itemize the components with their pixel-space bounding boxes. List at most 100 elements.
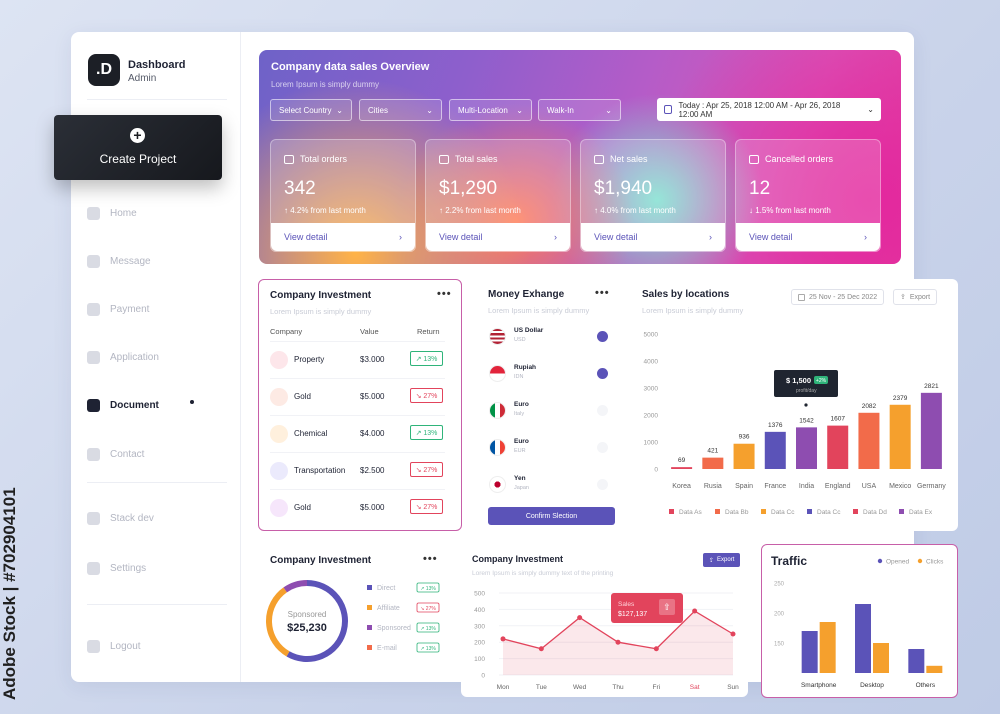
panel-title: Money Exhange — [488, 289, 565, 300]
sidebar-item-contact[interactable]: Contact — [87, 448, 144, 461]
data-point[interactable] — [692, 608, 698, 614]
x-tick-label: France — [764, 483, 786, 490]
bar[interactable] — [855, 604, 871, 673]
cities-dropdown[interactable]: Cities ⌄ — [359, 99, 442, 121]
checked-icon[interactable] — [597, 368, 608, 379]
currency-row[interactable]: Rupiah IDN — [489, 360, 614, 392]
y-tick-label: 200 — [474, 640, 485, 647]
currency-row[interactable]: Euro Italy — [489, 397, 614, 429]
bar[interactable] — [733, 443, 755, 469]
bar[interactable] — [920, 392, 942, 469]
chevron-right-icon: › — [554, 232, 557, 242]
data-point[interactable] — [500, 636, 506, 642]
company-value: $3.000 — [360, 355, 385, 364]
date-range-picker[interactable]: Today : Apr 25, 2018 12:00 AM - Apr 26, … — [657, 98, 881, 121]
sidebar-item-payment[interactable]: Payment — [87, 303, 149, 316]
sidebar-item-home[interactable]: Home — [87, 207, 137, 220]
legend-badge: ↗ 13% — [420, 586, 436, 592]
data-point[interactable] — [730, 631, 736, 637]
more-menu-icon[interactable]: ••• — [437, 288, 452, 300]
data-point[interactable] — [615, 639, 621, 645]
legend-label: E-mail — [377, 645, 397, 652]
date-range-button[interactable]: 25 Nov - 25 Dec 2022 — [791, 289, 885, 305]
y-tick-label: 3000 — [644, 386, 659, 393]
data-point[interactable] — [653, 646, 659, 652]
unchecked-icon[interactable] — [597, 442, 608, 453]
table-row[interactable]: Property $3.000 ↗ 13% — [270, 341, 445, 377]
bar[interactable] — [801, 631, 818, 673]
table-row[interactable]: Gold $5.000 ↘ 27% — [270, 378, 445, 414]
return-badge: ↗ 13% — [410, 351, 443, 366]
date-range-label: Today : Apr 25, 2018 12:00 AM - Apr 26, … — [678, 100, 841, 119]
export-button[interactable]: ⇪ Export — [703, 553, 741, 567]
donut-segment[interactable] — [286, 580, 348, 662]
chart-tooltip: Sales $127,137 ⇧ — [611, 593, 683, 623]
currency-row[interactable]: Euro EUR — [489, 434, 614, 466]
return-badge: ↘ 27% — [410, 499, 443, 514]
x-tick-label: Korea — [672, 483, 691, 490]
bar-value-label: 421 — [707, 448, 718, 455]
bar[interactable] — [819, 622, 836, 673]
bar[interactable] — [908, 649, 925, 673]
currency-row[interactable]: US Dollar USD — [489, 323, 614, 355]
currency-name: US Dollar — [514, 327, 544, 334]
view-detail-link[interactable]: View detail › — [426, 223, 570, 251]
checked-icon[interactable] — [597, 331, 608, 342]
export-button[interactable]: ⇪ Export — [893, 289, 938, 305]
company-investment-panel: Company Investment Lorem Ipsum is simply… — [258, 279, 462, 531]
currency-code: Italy — [514, 411, 525, 417]
stat-change: ↑ 4.0% from last month — [594, 206, 676, 215]
multi-location-dropdown[interactable]: Multi-Location ⌄ — [449, 99, 532, 121]
confirm-selection-button[interactable]: Confirm Slection — [488, 507, 615, 525]
stat-card: Net sales $1,940 ↑ 4.0% from last month … — [580, 139, 726, 252]
bar[interactable] — [873, 643, 889, 673]
legend-label: Sponsored — [377, 625, 411, 632]
data-point[interactable] — [577, 615, 583, 621]
data-point[interactable] — [538, 646, 544, 652]
legend-label: Affiliate — [377, 605, 400, 612]
create-project-button[interactable]: + Create Project — [54, 115, 222, 180]
unchecked-icon[interactable] — [597, 405, 608, 416]
line-chart-panel: Company Investment Lorem Ipsum is simply… — [461, 545, 748, 697]
panel-subtitle: Lorem Ipsum is simply dummy — [642, 306, 744, 315]
legend-label: Data As — [679, 509, 703, 516]
bar[interactable] — [858, 412, 880, 469]
sidebar-item-label: Contact — [110, 449, 145, 460]
donut-segment[interactable] — [266, 587, 290, 657]
y-tick-label: 400 — [474, 607, 485, 614]
export-icon: ⇪ — [709, 557, 715, 564]
donut-segment[interactable] — [283, 580, 308, 593]
sidebar-item-label: Application — [110, 352, 159, 363]
currency-row[interactable]: Yen Japan — [489, 471, 614, 503]
sidebar-item-application[interactable]: Application — [87, 351, 159, 364]
select-country-dropdown[interactable]: Select Country ⌄ — [270, 99, 352, 121]
bar[interactable] — [796, 427, 817, 469]
bar[interactable] — [926, 665, 943, 673]
unchecked-icon[interactable] — [597, 479, 608, 490]
sidebar-item-stack-dev[interactable]: Stack dev — [87, 512, 154, 525]
sidebar-item-document[interactable]: Document — [87, 399, 159, 412]
bar[interactable] — [827, 425, 849, 469]
bar[interactable] — [702, 457, 724, 469]
company-icon — [270, 462, 288, 480]
panel-title: Company Investment — [472, 554, 564, 564]
sidebar-item-message[interactable]: Message — [87, 255, 151, 268]
more-menu-icon[interactable]: ••• — [423, 553, 438, 565]
bar[interactable] — [764, 431, 786, 469]
walk-in-dropdown[interactable]: Walk-In ⌄ — [538, 99, 621, 121]
more-menu-icon[interactable]: ••• — [595, 287, 610, 299]
bar[interactable] — [671, 467, 693, 469]
flag-icon — [489, 476, 506, 493]
sidebar-item-settings[interactable]: Settings — [87, 562, 146, 575]
table-row[interactable]: Transportation $2.500 ↘ 27% — [270, 452, 445, 488]
bar[interactable] — [889, 404, 911, 469]
table-row[interactable]: Gold $5.000 ↘ 27% — [270, 489, 445, 525]
sidebar-item-label: Settings — [110, 563, 147, 574]
table-row[interactable]: Chemical $4.000 ↗ 13% — [270, 415, 445, 451]
view-detail-link[interactable]: View detail › — [736, 223, 880, 251]
view-detail-link[interactable]: View detail › — [271, 223, 415, 251]
home-icon — [87, 207, 100, 220]
sidebar-item-logout[interactable]: Logout — [87, 640, 141, 653]
bar-value-label: 1542 — [799, 417, 814, 424]
view-detail-link[interactable]: View detail › — [581, 223, 725, 251]
